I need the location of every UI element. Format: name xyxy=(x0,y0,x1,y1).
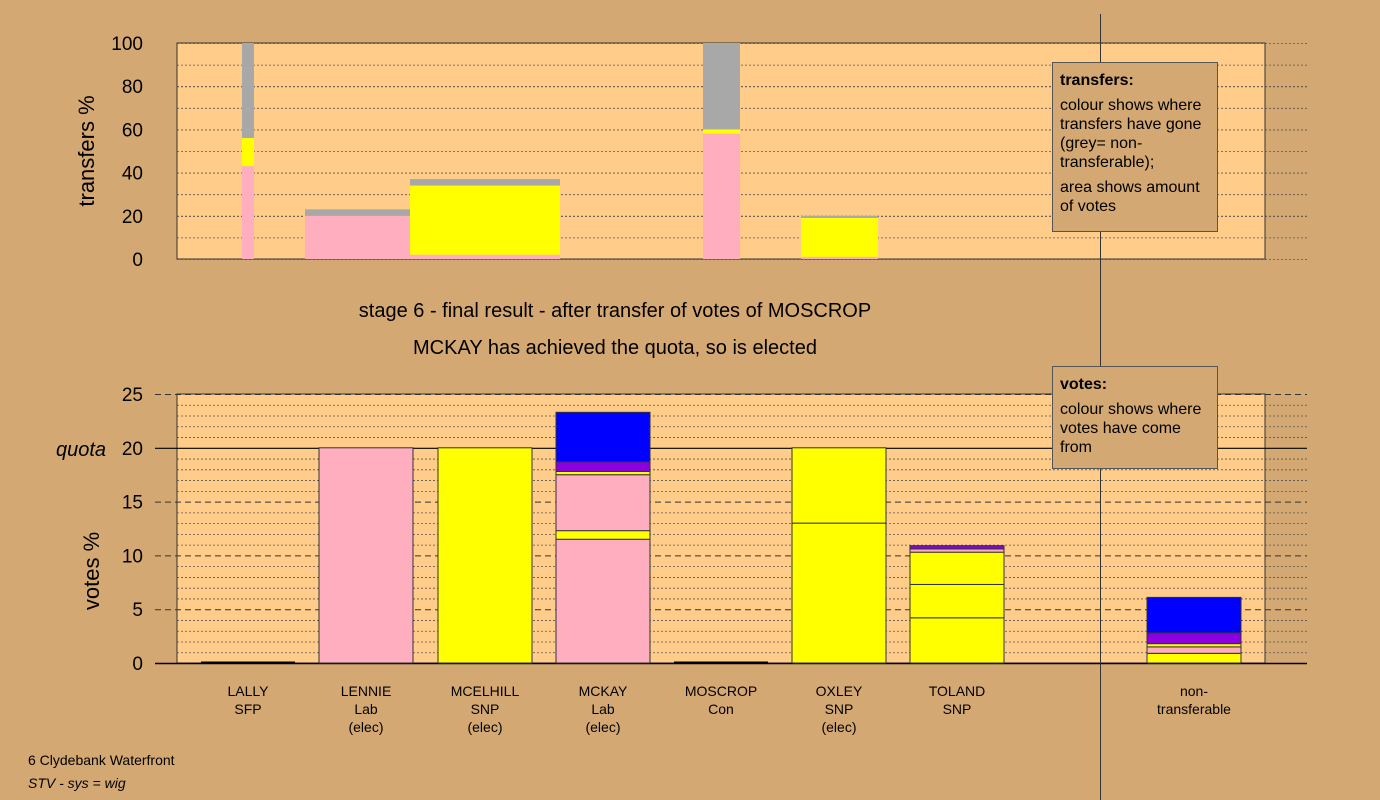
vote-bar-segment xyxy=(791,447,887,524)
vote-bar-segment xyxy=(1146,652,1242,664)
ward-name: 6 Clydebank Waterfront xyxy=(28,752,175,768)
vote-bar-segment xyxy=(555,474,651,532)
candidate-name: MOSCROP xyxy=(684,683,758,699)
vote-bar-segment xyxy=(555,530,651,540)
transfers-tick-label: 20 xyxy=(122,207,143,228)
transfers-axis-label: transfers % xyxy=(74,95,99,206)
transfers-legend-heading: transfers: xyxy=(1060,72,1134,89)
transfer-bar-segment xyxy=(242,166,254,259)
votes-tick-label: 10 xyxy=(122,546,143,567)
transfer-bar-segment xyxy=(410,185,560,255)
vote-bar-segment xyxy=(1146,646,1242,654)
quota-label: quota xyxy=(56,439,106,461)
candidate-name: LENNIE xyxy=(340,683,392,699)
votes-legend: votes: colour shows where votes have com… xyxy=(1052,366,1218,469)
transfer-bar-segment xyxy=(305,215,428,259)
candidate-label: LENNIE Lab (elec) xyxy=(311,682,421,736)
candidate-name: OXLEY xyxy=(815,683,863,699)
candidate-label: MCKAY Lab (elec) xyxy=(548,682,658,736)
candidate-party: Con xyxy=(708,701,734,717)
transfers-tick-label: 0 xyxy=(132,250,143,271)
transfer-bar-segment xyxy=(410,179,560,186)
candidate-party: SNP xyxy=(824,701,854,717)
votes-tick-label: 5 xyxy=(132,600,143,621)
vote-bar-segment xyxy=(555,461,651,472)
transfers-legend-text2: area shows amount of votes xyxy=(1060,179,1200,215)
votes-tick-label: 20 xyxy=(122,439,143,460)
candidate-name: MCKAY xyxy=(578,683,628,699)
candidate-status: (elec) xyxy=(467,719,503,735)
stage-title: stage 6 - final result - after transfer … xyxy=(358,300,872,322)
transfer-bar-segment xyxy=(801,256,878,259)
candidate-party: transferable xyxy=(1157,701,1231,717)
candidate-status: (elec) xyxy=(821,719,857,735)
result-title: MCKAY has achieved the quota, so is elec… xyxy=(413,337,817,359)
vote-bar-segment xyxy=(909,545,1005,550)
vote-bar-segment xyxy=(909,617,1005,664)
candidate-label: LALLY SFP xyxy=(193,682,303,718)
votes-tick-label: 0 xyxy=(132,654,143,675)
candidate-party: SNP xyxy=(942,701,972,717)
votes-legend-text1: colour shows where votes have come from xyxy=(1060,401,1202,456)
candidate-label: TOLAND SNP xyxy=(902,682,1012,718)
candidate-status: (elec) xyxy=(585,719,621,735)
candidate-label: OXLEY SNP (elec) xyxy=(784,682,894,736)
transfer-bar-segment xyxy=(703,133,740,259)
votes-tick-label: 25 xyxy=(122,385,143,406)
votes-tick-label: 15 xyxy=(122,493,143,514)
transfer-bar-segment xyxy=(703,43,740,130)
candidate-name: TOLAND xyxy=(928,683,986,699)
vote-bar-segment xyxy=(909,551,1005,585)
transfer-bar-segment xyxy=(410,254,560,259)
transfers-legend: transfers: colour shows where transfers … xyxy=(1052,62,1218,232)
candidate-name: MCELHILL xyxy=(450,683,520,699)
transfer-bar-segment xyxy=(242,138,254,167)
transfer-bar-segment xyxy=(703,129,740,134)
transfers-tick-label: 80 xyxy=(122,77,143,98)
transfer-bar-segment xyxy=(242,43,254,139)
vote-bar-segment xyxy=(909,583,1005,619)
system-name: STV - sys = wig xyxy=(28,775,126,791)
vote-bar-segment xyxy=(318,447,414,664)
candidate-status: (elec) xyxy=(348,719,384,735)
vote-bar-segment xyxy=(437,447,533,664)
candidate-party: Lab xyxy=(591,701,615,717)
transfer-bar-segment xyxy=(801,215,878,218)
transfer-bar-segment xyxy=(801,217,878,257)
candidate-label: MOSCROP Con xyxy=(666,682,776,718)
transfer-bar-segment xyxy=(305,209,428,216)
vote-bar-segment xyxy=(1146,632,1242,645)
vote-bar-segment xyxy=(555,538,651,664)
transfers-legend-text1: colour shows where transfers have gone (… xyxy=(1060,97,1202,171)
candidate-label: MCELHILL SNP (elec) xyxy=(430,682,540,736)
candidate-party: Lab xyxy=(354,701,378,717)
transfers-tick-label: 60 xyxy=(122,120,143,141)
candidate-name: LALLY xyxy=(227,683,269,699)
votes-legend-heading: votes: xyxy=(1060,376,1108,393)
transfers-tick-label: 40 xyxy=(122,164,143,185)
candidate-label: non-transferable xyxy=(1139,682,1249,718)
transfers-tick-label: 100 xyxy=(111,34,143,55)
vote-bar-segment xyxy=(1146,596,1242,634)
votes-axis-label: votes % xyxy=(79,532,104,610)
vote-bar-segment xyxy=(791,522,887,664)
candidate-party: SNP xyxy=(470,701,500,717)
candidate-name: non- xyxy=(1179,683,1209,699)
vote-bar-segment xyxy=(555,411,651,463)
candidate-party: SFP xyxy=(234,701,262,717)
